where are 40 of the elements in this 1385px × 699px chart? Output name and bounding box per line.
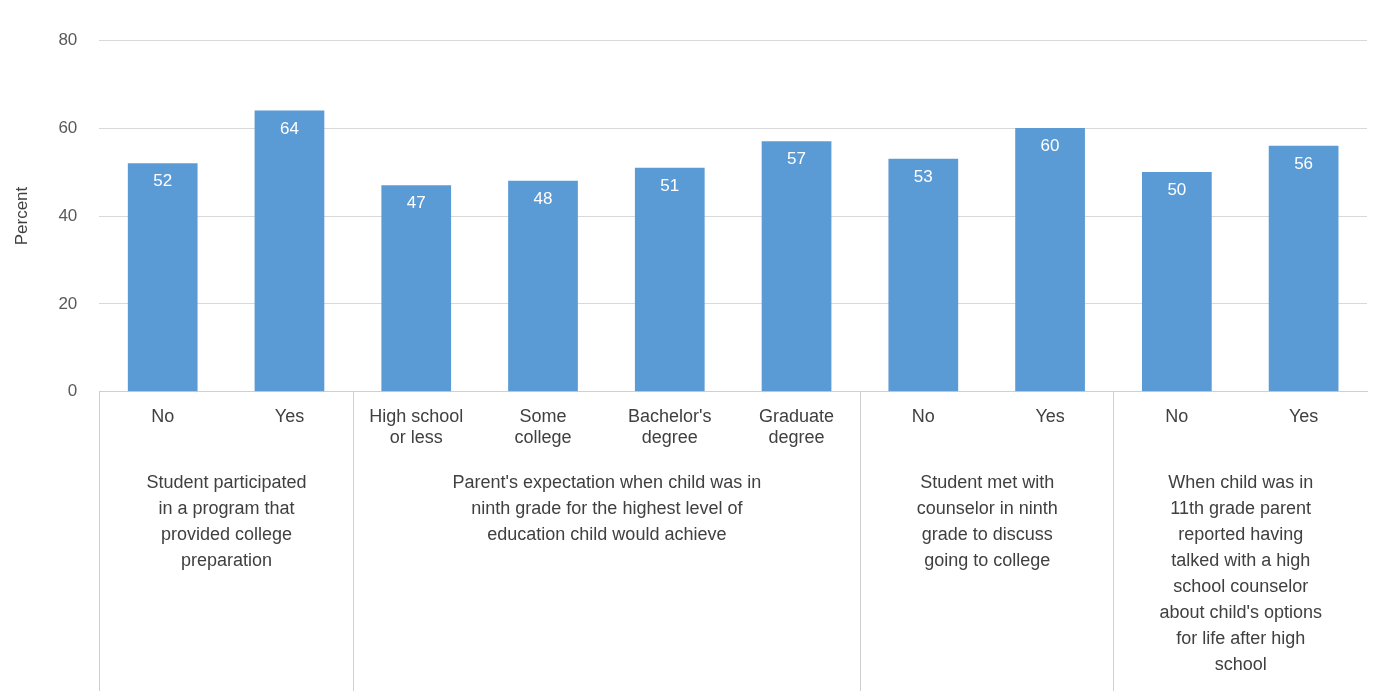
bar: [254, 110, 325, 392]
data-label: 50: [1167, 180, 1187, 200]
x-tick-label: High school or less: [369, 405, 464, 448]
y-tick-label: 0: [67, 381, 78, 401]
data-label: 60: [1040, 136, 1060, 156]
data-label: 52: [153, 171, 173, 191]
bar: [381, 185, 452, 392]
text: Student met with counselor in ninth grade to discuss going to college: [915, 471, 1059, 572]
bar: [634, 167, 705, 392]
x-tick-label: No: [911, 405, 935, 426]
bar: [127, 163, 198, 392]
data-label: 56: [1294, 153, 1314, 173]
bar: [888, 158, 959, 392]
y-tick-label: 60: [58, 117, 78, 137]
data-label: 48: [533, 189, 553, 209]
bar: [1141, 172, 1212, 392]
bar: [508, 180, 578, 392]
x-tick-label: Yes: [1288, 405, 1319, 426]
data-label: 53: [913, 167, 933, 187]
y-tick-label: 20: [58, 293, 78, 313]
data-label: 64: [280, 118, 299, 138]
text: Parent's expectation when child was in ninth grade for the highest level of education child would achieve: [451, 471, 763, 546]
x-tick-label: Some college: [514, 405, 572, 448]
text: When child was in 11th grade parent reported having talked with a high school counselor about child's options for life after high school: [1158, 471, 1323, 676]
y-tick-label: 40: [58, 205, 78, 225]
data-label: 47: [406, 193, 426, 213]
x-tick-label: Bachelor's degree: [628, 405, 712, 448]
y-axis-title: Percent: [11, 186, 31, 246]
x-tick-label: No: [1165, 405, 1189, 426]
x-tick-label: Yes: [274, 405, 305, 426]
bar: [1268, 145, 1339, 392]
y-tick-label: 80: [58, 29, 78, 49]
x-tick-label: Yes: [1035, 405, 1065, 426]
data-label: 57: [787, 149, 806, 169]
bar: [1015, 128, 1085, 392]
text: Student participated in a program that provided college preparation: [145, 471, 308, 572]
bar: [761, 141, 832, 392]
data-label: 51: [660, 175, 680, 195]
x-tick-label: Graduate degree: [759, 405, 835, 448]
x-tick-label: No: [151, 405, 175, 426]
